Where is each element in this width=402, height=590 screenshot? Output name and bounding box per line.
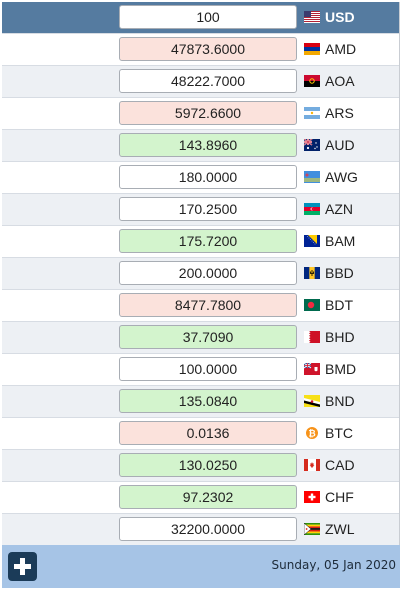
currency-row-aud: AUD <box>2 130 399 162</box>
amount-field[interactable] <box>119 293 297 317</box>
flag-ca-icon <box>304 459 320 471</box>
flag-au-icon <box>304 139 320 151</box>
flag-ar-icon <box>304 107 320 119</box>
currency-code: CHF <box>325 489 354 505</box>
currency-code: BBD <box>325 265 354 281</box>
amount-field[interactable] <box>119 261 297 285</box>
flag-us-icon <box>304 11 320 23</box>
currency-code: BDT <box>325 297 353 313</box>
currency-row-cad: CAD <box>2 450 399 482</box>
currency-code: AUD <box>325 137 355 153</box>
amount-field[interactable] <box>119 101 297 125</box>
svg-text:₿: ₿ <box>308 428 315 439</box>
bitcoin-icon: ₿ <box>304 427 320 439</box>
amount-field[interactable] <box>119 229 297 253</box>
currency-row-ars: ARS <box>2 98 399 130</box>
currency-code: AOA <box>325 73 355 89</box>
flag-ao-icon <box>304 75 320 87</box>
currency-code: AWG <box>325 169 358 185</box>
add-currency-button[interactable] <box>8 552 37 581</box>
currency-code: CAD <box>325 457 355 473</box>
footer-bar: Sunday, 05 Jan 2020 <box>2 545 400 588</box>
flag-bm-icon <box>304 363 320 375</box>
currency-row-bam: BAM <box>2 226 399 258</box>
amount-field[interactable] <box>119 165 297 189</box>
currency-code: AZN <box>325 201 353 217</box>
currency-list: USD AMD AOA ARS AUD AWG AZN BAM BBD BDT BHD BMD BND… <box>2 2 399 546</box>
flag-bn-icon <box>304 395 320 407</box>
currency-code: BND <box>325 393 355 409</box>
amount-field[interactable] <box>119 517 297 541</box>
amount-field[interactable] <box>119 389 297 413</box>
currency-row-chf: CHF <box>2 482 399 514</box>
rates-date: Sunday, 05 Jan 2020 <box>271 558 396 572</box>
amount-field[interactable] <box>119 453 297 477</box>
amount-field[interactable] <box>119 37 297 61</box>
currency-row-azn: AZN <box>2 194 399 226</box>
currency-row-bmd: BMD <box>2 354 399 386</box>
currency-code: ZWL <box>325 521 355 537</box>
currency-row-bhd: BHD <box>2 322 399 354</box>
flag-zw-icon <box>304 523 320 535</box>
flag-ba-icon <box>304 235 320 247</box>
amount-field[interactable] <box>119 133 297 157</box>
currency-code: BTC <box>325 425 353 441</box>
amount-field[interactable] <box>119 485 297 509</box>
flag-az-icon <box>304 203 320 215</box>
flag-aw-icon <box>304 171 320 183</box>
base-amount-input[interactable] <box>119 5 297 29</box>
currency-row-btc: ₿ BTC <box>2 418 399 450</box>
currency-code: BMD <box>325 361 357 377</box>
currency-row-bbd: BBD <box>2 258 399 290</box>
amount-field[interactable] <box>119 421 297 445</box>
flag-bb-icon <box>304 267 320 279</box>
currency-row-bdt: BDT <box>2 290 399 322</box>
amount-field[interactable] <box>119 357 297 381</box>
plus-icon <box>14 558 31 575</box>
currency-code: ARS <box>325 105 354 121</box>
flag-bh-icon <box>304 331 320 343</box>
base-currency-code: USD <box>325 9 355 25</box>
amount-field[interactable] <box>119 197 297 221</box>
flag-bd-icon <box>304 299 320 311</box>
amount-field[interactable] <box>119 69 297 93</box>
currency-row-aoa: AOA <box>2 66 399 98</box>
currency-row-amd: AMD <box>2 34 399 66</box>
flag-am-icon <box>304 43 320 55</box>
currency-row-zwl: ZWL <box>2 514 399 546</box>
amount-field[interactable] <box>119 325 297 349</box>
base-currency-row: USD <box>2 2 399 34</box>
currency-code: BAM <box>325 233 356 249</box>
currency-code: BHD <box>325 329 355 345</box>
flag-ch-icon <box>304 491 320 503</box>
currency-code: AMD <box>325 41 357 57</box>
currency-row-bnd: BND <box>2 386 399 418</box>
currency-row-awg: AWG <box>2 162 399 194</box>
